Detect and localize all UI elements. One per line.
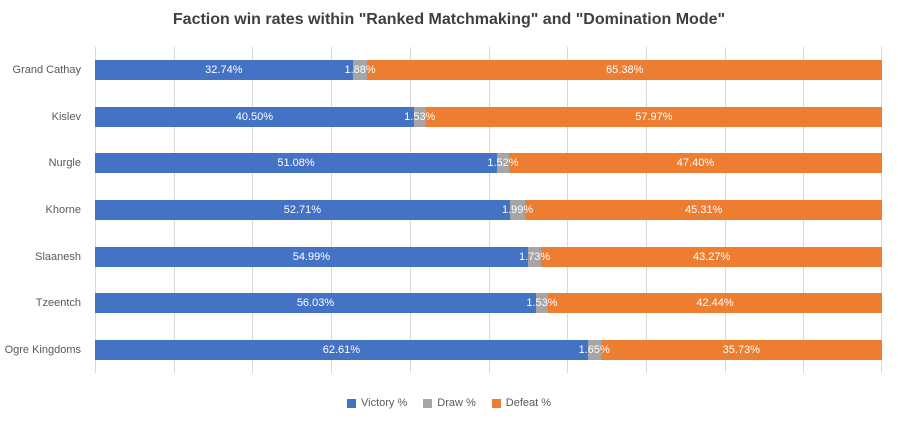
- data-label: 65.38%: [606, 64, 644, 77]
- segment-draw-nurgle: 1.52%: [487, 153, 519, 174]
- segment-victory-grand-cathay: 32.74%: [95, 60, 353, 81]
- segment-draw-slaanesh: 1.73%: [519, 246, 550, 267]
- category-label-kislev: Kislev: [51, 110, 81, 123]
- data-label: 62.61%: [322, 343, 361, 356]
- segment-defeat-khorne: 45.31%: [525, 199, 882, 220]
- legend-label: Defeat %: [505, 397, 552, 409]
- data-label: 54.99%: [292, 250, 331, 263]
- segment-victory-tzeentch: 56.03%: [95, 293, 536, 314]
- legend-item-victory: Victory %: [346, 397, 408, 409]
- stacked-bar: 32.74% 1.88% 65.38%: [95, 60, 882, 81]
- data-label: 43.27%: [692, 250, 731, 263]
- data-label: 42.44%: [696, 297, 734, 310]
- segment-defeat-ogre-kingdoms: 35.73%: [600, 339, 882, 360]
- legend-swatch-draw: [423, 398, 433, 408]
- legend-swatch-defeat: [491, 398, 501, 408]
- legend: Victory % Draw % Defeat %: [0, 397, 898, 409]
- segment-draw-khorne: 1.99%: [502, 199, 533, 220]
- category-label-grand-cathay: Grand Cathay: [12, 64, 81, 77]
- chart-title: Faction win rates within "Ranked Matchma…: [172, 11, 726, 28]
- segment-victory-khorne: 52.71%: [95, 199, 510, 220]
- data-label: 1.99%: [502, 203, 534, 216]
- data-label: 1.73%: [518, 250, 551, 263]
- data-label: 47.40%: [676, 157, 715, 170]
- category-label-nurgle: Nurgle: [48, 157, 81, 170]
- data-label: 56.03%: [296, 297, 335, 310]
- segment-draw-kislev: 1.53%: [404, 106, 435, 127]
- data-label: 51.08%: [277, 157, 315, 170]
- data-label: 57.97%: [635, 110, 673, 123]
- data-label: 40.50%: [235, 110, 274, 123]
- bar-row-tzeentch: 56.03% 1.53% 42.44%: [95, 280, 882, 327]
- stacked-bar: 52.71% 1.99% 45.31%: [95, 199, 882, 220]
- legend-label: Draw %: [437, 397, 476, 409]
- bar-row-grand-cathay: 32.74% 1.88% 65.38%: [95, 47, 882, 94]
- data-label: 1.88%: [344, 64, 376, 77]
- data-label: 32.74%: [205, 64, 243, 77]
- segment-defeat-slaanesh: 43.27%: [541, 246, 882, 267]
- bar-row-slaanesh: 54.99% 1.73% 43.27%: [95, 233, 882, 280]
- stacked-bar: 62.61% 1.65% 35.73%: [95, 339, 882, 360]
- data-label: 45.31%: [685, 203, 723, 216]
- segment-defeat-tzeentch: 42.44%: [547, 293, 882, 314]
- segment-defeat-nurgle: 47.40%: [508, 153, 882, 174]
- segment-victory-ogre-kingdoms: 62.61%: [95, 339, 588, 360]
- segment-draw-grand-cathay: 1.88%: [344, 60, 376, 81]
- legend-item-defeat: Defeat %: [491, 397, 552, 409]
- segment-draw-ogre-kingdoms: 1.65%: [579, 339, 610, 360]
- segment-draw-tzeentch: 1.53%: [526, 293, 558, 314]
- data-label: 1.53%: [404, 110, 436, 123]
- plot-area: 32.74% 1.88% 65.38% 40.50% 1.53% 57.97% 51.08%…: [95, 47, 882, 373]
- bar-row-ogre-kingdoms: 62.61% 1.65% 35.73%: [95, 326, 882, 373]
- segment-defeat-grand-cathay: 65.38%: [367, 60, 882, 81]
- category-label-ogre-kingdoms: Ogre Kingdoms: [4, 343, 81, 356]
- stacked-bar: 54.99% 1.73% 43.27%: [95, 246, 882, 267]
- stacked-bar: 56.03% 1.53% 42.44%: [95, 293, 882, 314]
- category-label-slaanesh: Slaanesh: [35, 250, 81, 263]
- category-label-tzeentch: Tzeentch: [35, 297, 81, 310]
- bar-row-nurgle: 51.08% 1.52% 47.40%: [95, 140, 882, 187]
- stacked-bar: 40.50% 1.53% 57.97%: [95, 106, 882, 127]
- data-label: 1.65%: [578, 343, 610, 356]
- stacked-bar: 51.08% 1.52% 47.40%: [95, 153, 882, 174]
- data-label: 35.73%: [722, 343, 760, 356]
- data-label: 1.53%: [526, 297, 558, 310]
- segment-victory-kislev: 40.50%: [95, 106, 414, 127]
- legend-label: Victory %: [360, 397, 408, 409]
- legend-item-draw: Draw %: [423, 397, 476, 409]
- category-label-khorne: Khorne: [45, 203, 81, 216]
- segment-victory-slaanesh: 54.99%: [95, 246, 528, 267]
- category-axis: Grand Cathay Kislev Nurgle Khorne Slaanesh Tz…: [0, 47, 88, 373]
- data-label: 1.52%: [487, 157, 519, 170]
- legend-swatch-victory: [346, 398, 356, 408]
- bar-row-khorne: 52.71% 1.99% 45.31%: [95, 187, 882, 234]
- segment-victory-nurgle: 51.08%: [95, 153, 497, 174]
- bar-row-kislev: 40.50% 1.53% 57.97%: [95, 94, 882, 141]
- data-label: 52.71%: [283, 203, 322, 216]
- segment-defeat-kislev: 57.97%: [425, 106, 882, 127]
